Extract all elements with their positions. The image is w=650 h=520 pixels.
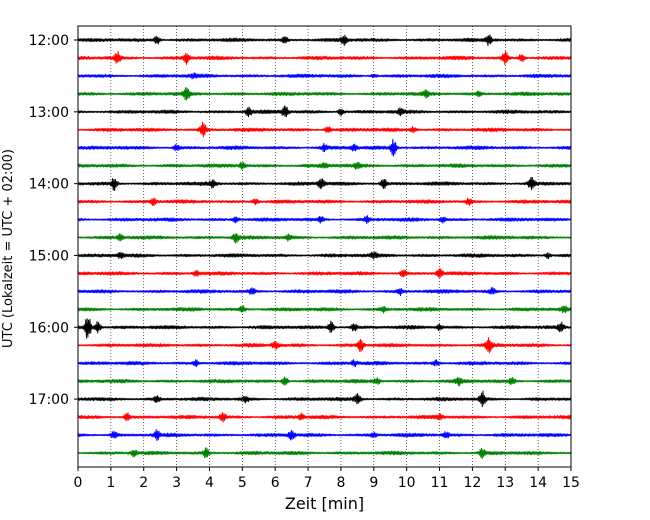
trace-1530 — [77, 287, 572, 297]
x-tick-label: 7 — [304, 475, 313, 491]
x-tick-label: 14 — [529, 475, 547, 491]
y-tick-label: 13:00 — [29, 105, 69, 121]
trace-1500 — [77, 251, 572, 260]
x-tick-label: 9 — [369, 475, 378, 491]
x-tick-label: 3 — [172, 475, 181, 491]
x-tick-label: 13 — [496, 475, 514, 491]
trace-1330 — [77, 138, 572, 157]
x-tick-label: 8 — [336, 475, 345, 491]
trace-1315 — [77, 121, 572, 138]
trace-1645 — [77, 376, 572, 387]
x-tick-label: 0 — [74, 475, 83, 491]
trace-1300 — [77, 105, 572, 118]
y-tick-label: 17:00 — [29, 392, 69, 408]
y-tick-label: 12:00 — [29, 33, 69, 49]
trace-1415 — [77, 197, 572, 206]
trace-1345 — [77, 161, 572, 170]
trace-1630 — [77, 359, 572, 368]
trace-1745 — [77, 447, 572, 459]
trace-1730 — [77, 429, 572, 442]
trace-1215 — [77, 50, 572, 65]
x-tick-label: 10 — [398, 475, 416, 491]
trace-1200 — [77, 34, 572, 47]
plot-frame — [77, 25, 572, 468]
x-tick-label: 5 — [238, 475, 247, 491]
trace-1400 — [77, 176, 572, 192]
y-tick-label: 15:00 — [29, 248, 69, 264]
trace-1615 — [77, 337, 572, 354]
x-tick-label: 15 — [562, 475, 580, 491]
x-tick-label: 11 — [431, 475, 449, 491]
x-axis-label: Zeit [min] — [285, 494, 364, 513]
y-tick-label: 16:00 — [29, 320, 69, 336]
trace-1700 — [77, 390, 572, 408]
trace-1245 — [77, 86, 572, 101]
trace-1715 — [77, 411, 572, 423]
x-tick-label: 6 — [271, 475, 280, 491]
axis-ticks: 0 1 2 3 4 5 6 7 8 9 10 11 12 13 14 1512:0013:0014:0015:… — [29, 33, 580, 491]
trace-1545 — [77, 305, 572, 314]
y-axis-label: UTC (Lokalzeit = UTC + 02:00) — [1, 149, 16, 348]
x-tick-label: 12 — [463, 475, 481, 491]
trace-1600 — [77, 318, 572, 339]
x-tick-label: 1 — [106, 475, 115, 491]
trace-1430 — [77, 215, 572, 225]
x-tick-label: 4 — [205, 475, 214, 491]
trace-1230 — [77, 72, 572, 80]
x-tick-label: 2 — [139, 475, 148, 491]
seismic-traces — [77, 34, 572, 459]
trace-1445 — [77, 233, 572, 244]
y-tick-label: 14:00 — [29, 177, 69, 193]
trace-1515 — [77, 268, 572, 279]
